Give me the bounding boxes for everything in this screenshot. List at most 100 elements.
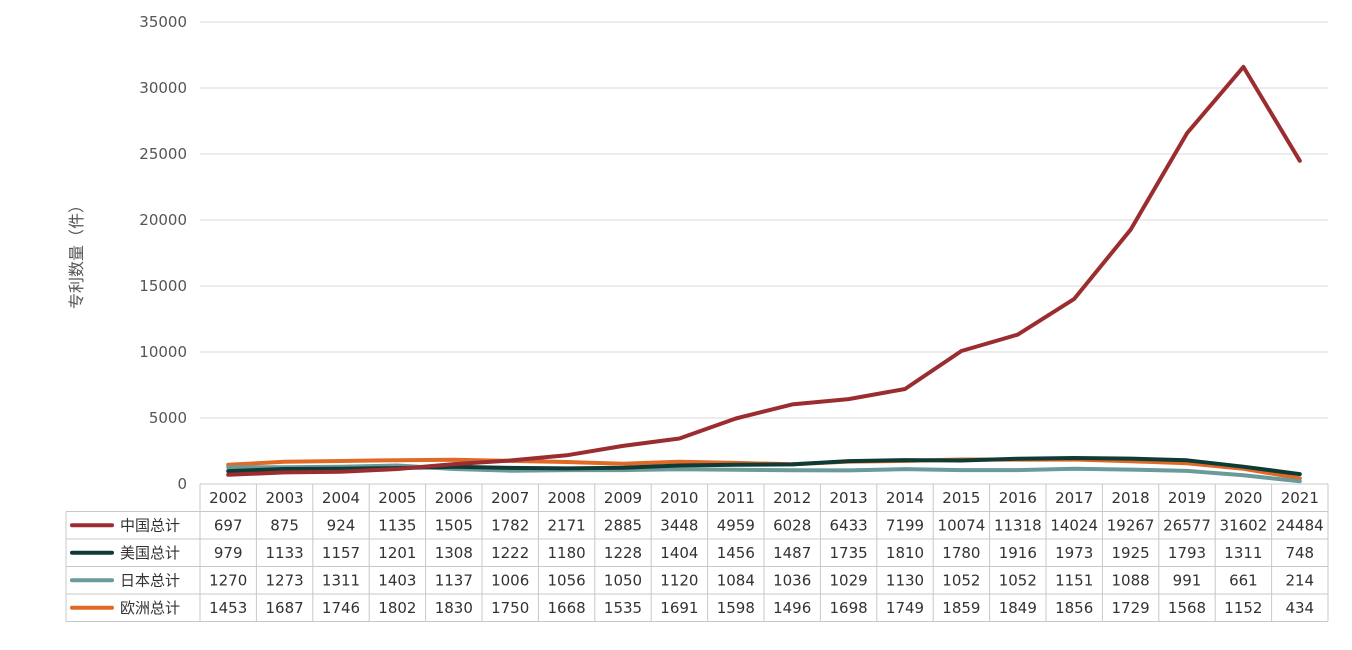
data-table-cell: 1505 (435, 516, 473, 534)
x-tick-label: 2008 (548, 489, 586, 507)
x-tick-label: 2018 (1112, 489, 1150, 507)
data-table-cell: 1201 (378, 544, 416, 562)
y-tick-label: 30000 (139, 79, 187, 97)
x-tick-label: 2019 (1168, 489, 1206, 507)
data-table-cell: 2885 (604, 516, 642, 534)
x-tick-label: 2005 (378, 489, 416, 507)
data-table-cell: 1228 (604, 544, 642, 562)
data-table-cell: 2171 (548, 516, 586, 534)
series-line (226, 64, 1302, 477)
data-table-cell: 26577 (1163, 516, 1211, 534)
x-tick-label: 2004 (322, 489, 360, 507)
data-table-cell: 1746 (322, 599, 360, 617)
data-table-cell: 1308 (435, 544, 473, 562)
data-table-cell: 1859 (942, 599, 980, 617)
data-table-cell: 11318 (994, 516, 1042, 534)
y-axis-ticks: 0 5000 10000 15000 20000 25000 30000 35000 (139, 13, 187, 493)
data-table-cell: 1088 (1112, 571, 1150, 589)
data-table-cell: 1151 (1055, 571, 1093, 589)
data-table-cell: 1568 (1168, 599, 1206, 617)
data-table-cell: 1056 (548, 571, 586, 589)
x-tick-label: 2002 (209, 489, 247, 507)
x-tick-label: 2016 (999, 489, 1037, 507)
data-table-cell: 1135 (378, 516, 416, 534)
data-table-cell: 1029 (830, 571, 868, 589)
data-table-cell: 1157 (322, 544, 360, 562)
data-table-cell: 1691 (660, 599, 698, 617)
data-table-cell: 24484 (1276, 516, 1324, 534)
x-tick-label: 2009 (604, 489, 642, 507)
legend-label: 美国总计 (120, 544, 180, 562)
x-tick-label: 2007 (491, 489, 529, 507)
data-table-cell: 1668 (548, 599, 586, 617)
legend-label: 欧洲总计 (120, 599, 180, 617)
gridlines (200, 21, 1328, 419)
x-tick-label: 2010 (660, 489, 698, 507)
y-axis-label: 专利数量（件） (67, 197, 86, 309)
y-tick-label: 35000 (139, 13, 187, 31)
data-table-cell: 1496 (773, 599, 811, 617)
data-table-cell: 6028 (773, 516, 811, 534)
y-tick-label: 10000 (139, 343, 187, 361)
data-table-cell: 10074 (938, 516, 986, 534)
data-table-cell: 1782 (491, 516, 529, 534)
x-tick-label: 2021 (1281, 489, 1319, 507)
data-table-cell: 1006 (491, 571, 529, 589)
x-tick-label: 2014 (886, 489, 924, 507)
x-tick-label: 2011 (717, 489, 755, 507)
data-table-cell: 1052 (999, 571, 1037, 589)
data-table-cell: 1729 (1112, 599, 1150, 617)
data-table-cell: 1598 (717, 599, 755, 617)
data-table-cell: 1487 (773, 544, 811, 562)
legend-label: 中国总计 (120, 516, 180, 534)
data-table-cell: 875 (270, 516, 299, 534)
y-tick-label: 5000 (149, 409, 187, 427)
data-table-cell: 1050 (604, 571, 642, 589)
data-table-cell: 1735 (830, 544, 868, 562)
data-table-cell: 3448 (660, 516, 698, 534)
data-table-cell: 1780 (942, 544, 980, 562)
data-table-cell: 1180 (548, 544, 586, 562)
y-tick-label: 0 (177, 475, 187, 493)
data-table-cell: 1311 (322, 571, 360, 589)
x-tick-label: 2015 (942, 489, 980, 507)
data-table-cell: 1270 (209, 571, 247, 589)
data-table-cell: 1273 (266, 571, 304, 589)
data-table-cell: 1084 (717, 571, 755, 589)
x-tick-label: 2006 (435, 489, 473, 507)
data-table-cell: 924 (327, 516, 356, 534)
y-tick-label: 20000 (139, 211, 187, 229)
x-tick-label: 2012 (773, 489, 811, 507)
data-table-cell: 434 (1285, 599, 1314, 617)
x-tick-label: 2003 (266, 489, 304, 507)
data-table-cell: 31602 (1220, 516, 1268, 534)
legend-label: 日本总计 (120, 571, 180, 589)
data-table-cell: 1456 (717, 544, 755, 562)
data-table-cell: 1137 (435, 571, 473, 589)
data-table-cell: 1222 (491, 544, 529, 562)
data-table-cell: 1311 (1224, 544, 1262, 562)
data-table-cell: 4959 (717, 516, 755, 534)
data-table-cell: 1810 (886, 544, 924, 562)
y-tick-label: 15000 (139, 277, 187, 295)
data-table-cell: 1856 (1055, 599, 1093, 617)
data-table-cell: 14024 (1050, 516, 1098, 534)
x-tick-label: 2013 (830, 489, 868, 507)
data-table-cell: 1749 (886, 599, 924, 617)
data-table-cell: 1133 (266, 544, 304, 562)
data-table: 2002 2003 2004 2005 2006 2007 2008 2009 2010 2011… (65, 483, 1329, 622)
data-table-cell: 1750 (491, 599, 529, 617)
data-table-cell: 661 (1229, 571, 1258, 589)
data-table-cell: 979 (214, 544, 243, 562)
data-table-cell: 7199 (886, 516, 924, 534)
y-tick-label: 25000 (139, 145, 187, 163)
series-lines (226, 64, 1302, 484)
data-table-cell: 697 (214, 516, 243, 534)
data-table-cell: 1916 (999, 544, 1037, 562)
data-table-cell: 1120 (660, 571, 698, 589)
data-table-cell: 1830 (435, 599, 473, 617)
data-table-cell: 1849 (999, 599, 1037, 617)
data-table-cell: 1793 (1168, 544, 1206, 562)
data-table-cell: 6433 (830, 516, 868, 534)
data-table-cell: 1052 (942, 571, 980, 589)
